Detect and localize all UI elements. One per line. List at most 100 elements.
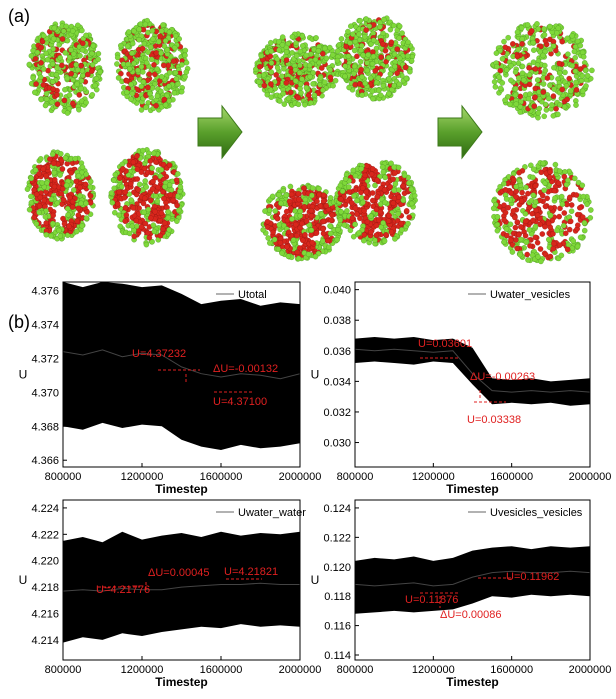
bead [526,65,532,71]
bead [563,83,570,89]
bead [158,73,165,80]
y-tick-label: 0.114 [324,650,351,662]
annotation: U=0.11876 [405,594,458,606]
bead [61,97,68,104]
bead [392,59,398,65]
bead [114,61,120,67]
bead [258,53,265,59]
panel-label: (a) [8,6,30,26]
bead [117,175,123,181]
bead [571,48,578,55]
bead [260,227,266,233]
bead [317,74,324,81]
bead [494,63,500,70]
x-tick-label: 1600000 [490,664,533,676]
bead [151,62,157,68]
y-tick-label: 0.040 [323,285,351,297]
bead [183,69,190,75]
bead [296,70,303,76]
bead [405,220,411,227]
bead [74,218,80,224]
x-tick-label: 1200000 [412,664,455,676]
bead [502,209,509,216]
bead [380,82,387,89]
bead [51,25,58,31]
bead [306,62,313,69]
bead [351,47,358,54]
bead [524,251,530,258]
trace-line [63,349,300,380]
bead [157,33,163,39]
bead [365,52,371,58]
bead [515,75,522,81]
bead [272,85,278,92]
bead [574,211,581,218]
bead [129,50,135,56]
bead [566,226,573,233]
bead [268,39,274,46]
bead [80,40,86,47]
bead [534,212,541,219]
bead [541,187,547,193]
bead [551,86,557,92]
bead [63,182,70,189]
bead [33,221,40,227]
bead [50,35,57,42]
bead [297,245,303,251]
bead [151,228,158,235]
bead [138,107,145,113]
bead [67,194,73,201]
bead [514,219,521,225]
bead [320,50,326,57]
x-tick-label: 2000000 [279,664,322,676]
y-tick-label: 4.376 [31,285,59,297]
bead [69,204,76,210]
bead [352,205,359,211]
bead [505,204,511,211]
bead [54,200,60,206]
bead [347,40,353,46]
bead [539,231,546,237]
bead [160,226,166,232]
bead [314,198,320,205]
bead [277,98,283,104]
bead [166,162,173,168]
bead [537,221,543,228]
bead [579,182,586,189]
bead [394,46,400,52]
bead [334,236,340,243]
bead [573,87,580,93]
bead [540,89,547,95]
bead [363,16,369,22]
bead [382,47,389,54]
bead [501,239,507,245]
bead [115,201,121,207]
bead [516,169,522,176]
bead [577,205,583,211]
bead [490,205,497,212]
y-axis-label: U [311,368,320,382]
bead [87,193,94,199]
bead [497,67,504,74]
annotation: ΔU=0.00086 [440,609,501,621]
bead [135,67,141,74]
bead [532,85,539,92]
bead [58,157,65,164]
bead [177,184,184,190]
bead [36,209,42,216]
bead [42,102,49,109]
bead [78,85,84,92]
bead [129,90,136,97]
bead [69,198,76,205]
bead [544,195,550,202]
bead [503,226,510,232]
bead [308,207,314,214]
bead [115,75,122,81]
bead [561,173,568,180]
bead [289,216,295,222]
bead [50,86,57,92]
x-tick-label: 2000000 [569,664,612,676]
bead [63,23,70,30]
bead [175,171,181,177]
bead [167,192,174,198]
